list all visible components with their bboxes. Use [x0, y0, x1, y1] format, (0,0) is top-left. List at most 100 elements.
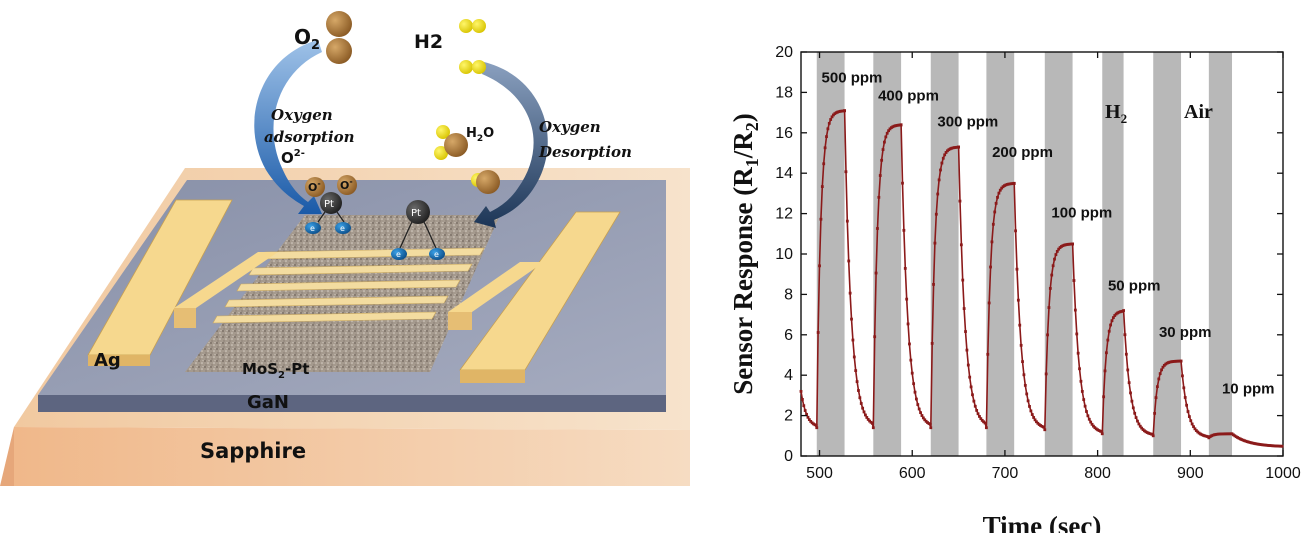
- data-point: [916, 403, 920, 406]
- y-tick-label: 18: [775, 84, 793, 101]
- data-point: [871, 426, 875, 430]
- o2-molecule: [326, 11, 352, 64]
- data-point: [848, 291, 852, 295]
- y-tick-label: 8: [784, 286, 793, 303]
- data-point: [1048, 287, 1052, 290]
- data-point: [877, 195, 881, 199]
- data-point: [913, 390, 917, 394]
- data-point: [1154, 396, 1158, 400]
- gan-label: GaN: [247, 392, 289, 413]
- data-point: [1079, 379, 1083, 383]
- data-point: [962, 307, 966, 310]
- electron-label-3: e: [396, 250, 401, 259]
- data-point: [1046, 333, 1049, 337]
- data-point: [883, 140, 886, 144]
- gas-band-2: [930, 52, 959, 456]
- gas-band-6: [1153, 52, 1182, 456]
- data-point: [1194, 429, 1198, 432]
- pt-label-left: Pt: [324, 199, 334, 210]
- data-point: [1085, 410, 1088, 413]
- h2-molecules: [459, 19, 486, 74]
- data-point: [823, 146, 827, 150]
- data-point: [1123, 333, 1127, 337]
- data-point: [1050, 273, 1054, 277]
- data-point: [1051, 264, 1055, 268]
- data-point: [822, 162, 826, 166]
- data-point: [909, 358, 913, 362]
- data-point: [930, 341, 934, 345]
- data-point: [1189, 419, 1193, 423]
- data-point: [1107, 329, 1111, 333]
- data-point: [1129, 391, 1132, 395]
- data-point: [1126, 368, 1130, 372]
- data-point: [1158, 372, 1162, 375]
- data-point: [929, 426, 933, 430]
- data-point: [1000, 186, 1004, 190]
- data-point: [958, 199, 962, 203]
- data-point: [1110, 319, 1114, 323]
- ag-label: Ag: [94, 350, 121, 371]
- data-point: [1016, 298, 1020, 302]
- data-point: [1106, 338, 1110, 342]
- data-point: [972, 399, 976, 403]
- gas-band-4: [1044, 52, 1073, 456]
- data-point: [1086, 414, 1090, 418]
- data-point: [1090, 422, 1094, 426]
- data-point: [906, 322, 910, 326]
- data-point: [1035, 420, 1038, 424]
- data-point: [993, 210, 997, 214]
- y-tick-label: 10: [775, 246, 793, 263]
- data-point: [978, 415, 981, 418]
- data-point: [1030, 413, 1034, 416]
- data-point: [961, 278, 965, 282]
- concentration-label: 200 ppm: [992, 144, 1053, 161]
- data-point: [1072, 279, 1076, 282]
- data-point: [876, 227, 879, 230]
- data-point: [980, 418, 984, 422]
- data-point: [1161, 365, 1165, 369]
- data-point: [1026, 399, 1030, 403]
- data-point: [1029, 409, 1033, 413]
- data-point: [826, 127, 830, 131]
- data-point: [912, 382, 916, 386]
- data-point: [915, 397, 918, 401]
- data-point: [800, 398, 804, 401]
- data-point: [1080, 390, 1084, 393]
- gas-on-bands: [816, 52, 1233, 456]
- data-point: [1087, 417, 1091, 421]
- data-point: [1187, 415, 1191, 418]
- data-point: [994, 201, 998, 205]
- x-tick-label: 1000: [1265, 465, 1301, 482]
- data-point: [1182, 386, 1186, 390]
- data-point: [966, 363, 970, 367]
- data-point: [1179, 359, 1183, 363]
- data-point: [899, 123, 903, 127]
- data-point: [806, 415, 810, 419]
- data-point: [1089, 420, 1093, 424]
- x-tick-label: 600: [899, 465, 926, 482]
- data-point: [864, 413, 867, 417]
- data-point: [908, 342, 911, 346]
- data-point: [969, 385, 973, 389]
- data-point: [983, 421, 987, 425]
- x-tick-label: 800: [1084, 465, 1111, 482]
- data-point: [1075, 332, 1079, 336]
- data-point: [829, 118, 833, 121]
- data-point: [1124, 352, 1128, 356]
- data-point: [943, 153, 947, 157]
- data-point: [1134, 416, 1138, 419]
- data-point: [880, 158, 884, 162]
- concentration-label: 30 ppm: [1159, 324, 1212, 341]
- data-point: [1018, 323, 1022, 327]
- data-point: [1138, 424, 1142, 428]
- data-point: [1105, 351, 1108, 355]
- data-point: [873, 335, 877, 339]
- data-point: [933, 241, 937, 245]
- data-point: [843, 109, 846, 112]
- data-point: [884, 135, 888, 139]
- gas-band-5: [1102, 52, 1124, 456]
- data-point: [862, 410, 866, 414]
- o2-label: O2: [294, 25, 320, 53]
- data-point: [820, 185, 824, 188]
- data-point: [1109, 323, 1112, 327]
